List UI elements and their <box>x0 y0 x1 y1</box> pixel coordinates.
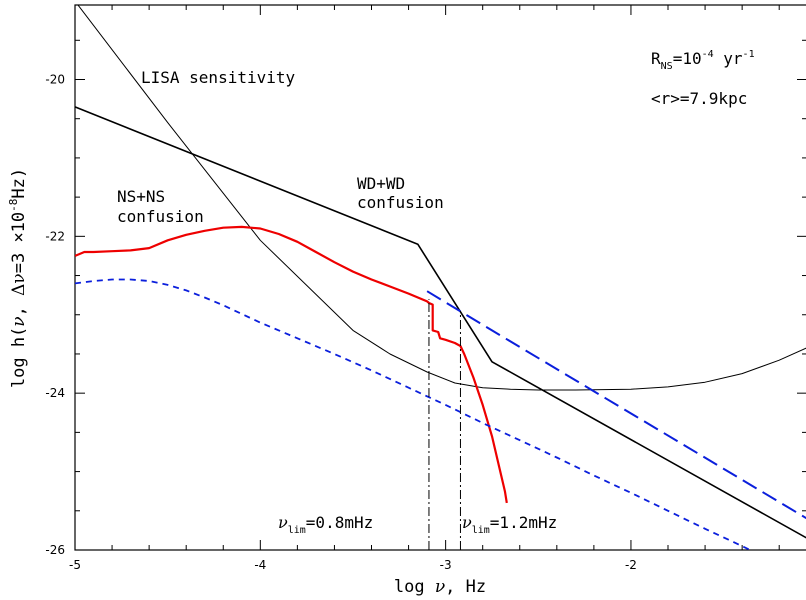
series-line-ns_confusion_high <box>426 290 806 520</box>
series-line-ns_confusion <box>75 225 508 504</box>
tick-labels: -5 -4 -3 -2 -26 -24 -22 -20 <box>45 72 637 572</box>
y-tick-label: -24 <box>45 386 65 400</box>
ns-confusion-label-2: confusion <box>117 207 204 226</box>
y-tick-label: -22 <box>45 229 65 243</box>
x-tick-label: -2 <box>625 558 637 572</box>
axis-ticks <box>74 5 806 551</box>
y-tick-label: -20 <box>45 72 65 86</box>
series-line-wd_confusion <box>75 106 806 539</box>
x-axis-label: log ν, Hz <box>394 577 486 597</box>
nu-lim-label-2: νlim=1.2mHz <box>462 513 557 536</box>
x-tick-label: -4 <box>254 558 266 572</box>
wd-confusion-label-2: confusion <box>357 193 444 212</box>
series-line-ns_confusion_low <box>75 278 753 550</box>
x-tick-label: -3 <box>440 558 452 572</box>
ns-confusion-label-1: NS+NS <box>117 187 165 206</box>
lisa-label: LISA sensitivity <box>141 68 295 87</box>
limit-lines <box>428 299 461 550</box>
series-line-lisa_sensitivity <box>77 5 806 391</box>
x-tick-label: -5 <box>69 558 81 572</box>
series-group <box>75 5 806 550</box>
rate-annotation: RNS=10-4 yr-1 <box>651 49 755 72</box>
nu-lim-label-1: νlim=0.8mHz <box>278 513 373 536</box>
plot-frame <box>74 4 806 551</box>
y-axis-label: log h(ν, Δν=3 ×10-8Hz) <box>7 168 29 388</box>
wd-confusion-label-1: WD+WD <box>357 174 405 193</box>
distance-annotation: <r>=7.9kpc <box>651 89 747 108</box>
y-tick-label: -26 <box>45 543 65 557</box>
